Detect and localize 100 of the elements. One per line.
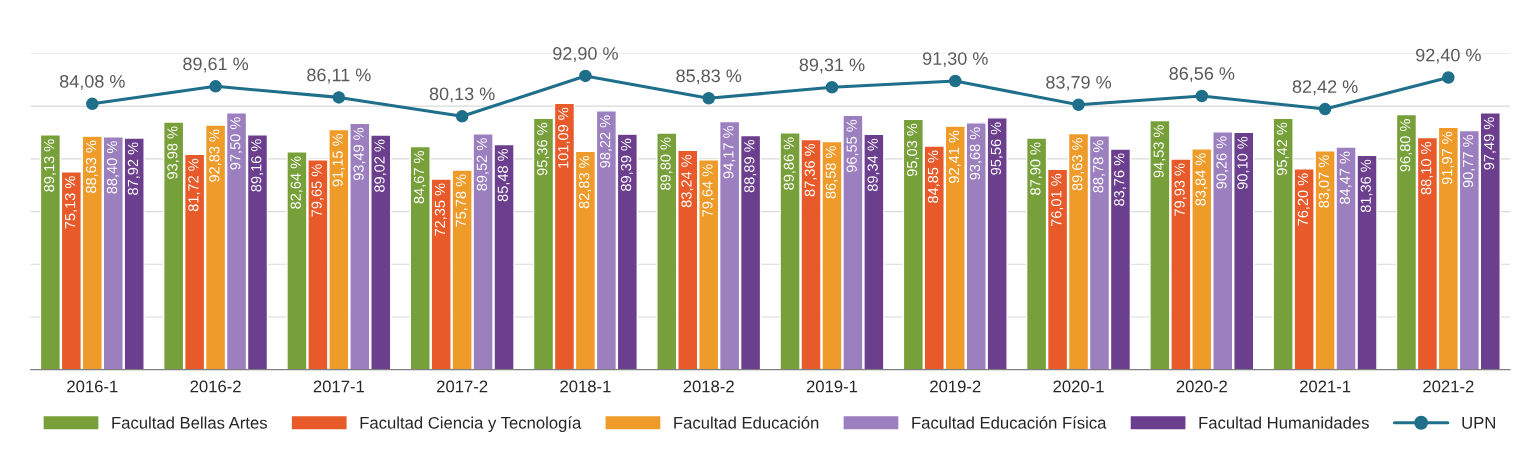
data-label: 84,67 % (413, 151, 426, 204)
data-label: 84,85 % (927, 150, 940, 203)
data-label: 89,31 % (799, 58, 865, 74)
data-label: 88,78 % (1093, 140, 1106, 193)
data-label: 89,02 % (374, 139, 387, 192)
data-label: 89,80 % (660, 137, 673, 190)
data-label: 75,13 % (64, 176, 77, 229)
data-label: 87,92 % (127, 142, 140, 195)
data-label: 84,47 % (1339, 151, 1352, 204)
point (1072, 98, 1085, 111)
data-label: 94,53 % (1153, 125, 1166, 178)
legend-label: Facultad Bellas Artes (112, 416, 267, 429)
x-tick-label: 2017-2 (437, 380, 488, 393)
data-label: 90,77 % (1462, 134, 1475, 188)
data-label: 88,89 % (744, 139, 757, 193)
point (579, 69, 592, 83)
x-tick-label: 2020-1 (1053, 380, 1104, 393)
data-label: 94,17 % (723, 126, 736, 179)
data-label: 76,20 % (1297, 173, 1310, 226)
data-label: 80,13 % (429, 87, 495, 103)
point (825, 81, 839, 94)
data-label: 86,58 % (825, 146, 838, 199)
x-tick-label: 2020-2 (1176, 380, 1227, 393)
point (455, 110, 469, 123)
data-label: 89,39 % (620, 138, 633, 191)
data-label: 96,55 % (846, 119, 859, 173)
point (948, 74, 962, 88)
data-label: 95,36 % (537, 122, 550, 176)
data-label: 89,86 % (783, 137, 796, 190)
x-tick-label: 2018-1 (560, 380, 611, 393)
data-label: 92,40 % (1416, 48, 1481, 64)
data-label: 87,90 % (1030, 142, 1043, 195)
x-tick-label: 2016-1 (67, 380, 118, 393)
data-label: 85,83 % (676, 69, 742, 85)
data-label: 97,50 % (230, 117, 243, 170)
data-label: 89,52 % (476, 138, 489, 191)
data-label: 89,13 % (43, 139, 57, 192)
legend-label: Facultad Educación (674, 416, 819, 429)
x-tick-label: 2016-2 (190, 380, 241, 393)
point (1442, 71, 1455, 84)
data-label: 87,36 % (804, 143, 817, 197)
data-label: 89,61 % (183, 57, 249, 73)
data-label: 83,07 % (1318, 155, 1331, 208)
data-label: 95,42 % (1276, 122, 1289, 176)
data-label: 91,30 % (922, 52, 988, 68)
data-label: 98,22 % (599, 115, 613, 168)
data-label: 76,01 % (1051, 173, 1064, 227)
data-label: 93,98 % (167, 126, 180, 179)
data-label: 86,56 % (1169, 67, 1235, 83)
data-label: 95,56 % (990, 122, 1003, 175)
data-label: 83,24 % (681, 154, 694, 208)
point (209, 80, 222, 93)
x-tick-label: 2017-1 (313, 380, 364, 393)
data-label: 88,63 % (85, 140, 98, 193)
data-label: 92,83 % (209, 129, 222, 182)
data-label: 83,84 % (1195, 153, 1208, 206)
data-label: 88,40 % (106, 141, 119, 194)
data-label: 89,63 % (1072, 137, 1085, 191)
data-label: 88,10 % (1421, 142, 1434, 195)
point (702, 92, 715, 105)
x-tick-label: 2018-2 (683, 380, 734, 393)
data-label: 91,97 % (1441, 131, 1454, 185)
x-tick-label: 2021-1 (1299, 380, 1351, 393)
data-label: 79,64 % (702, 164, 715, 217)
point (1318, 102, 1332, 116)
data-label: 79,93 % (1174, 163, 1187, 216)
data-label: 92,41 % (948, 130, 961, 183)
x-tick-label: 2019-2 (930, 380, 981, 393)
data-label: 83,79 % (1046, 75, 1112, 91)
data-label: 93,68 % (969, 127, 982, 180)
data-label: 83,76 % (1114, 153, 1127, 206)
legend-label: Facultad Educación Física (912, 416, 1107, 429)
data-label: 95,03 % (906, 123, 919, 177)
data-label: 93,49 % (353, 127, 366, 181)
data-label: 72,35 % (434, 183, 447, 236)
data-label: 96,80 % (1400, 119, 1413, 172)
legend-label: Facultad Ciencia y Tecnología (360, 416, 582, 433)
data-label: 91,15 % (332, 133, 345, 187)
data-label: 84,08 % (59, 74, 125, 90)
data-label: 90,10 % (1237, 136, 1250, 190)
legend-label: UPN (1462, 417, 1495, 429)
data-label: 90,26 % (1216, 136, 1229, 189)
x-tick-label: 2021-2 (1423, 380, 1474, 393)
data-label: 97,49 % (1483, 117, 1496, 170)
legend-label: Facultad Humanidades (1199, 416, 1369, 429)
data-label: 86,11 % (307, 68, 371, 84)
point (86, 97, 99, 111)
point (332, 91, 346, 104)
data-label: 92,90 % (553, 47, 618, 62)
data-label: 81,36 % (1360, 159, 1373, 213)
point (1195, 89, 1209, 103)
data-label: 82,42 % (1292, 80, 1358, 96)
x-tick-label: 2019-1 (806, 380, 858, 393)
data-label: 75,78 % (455, 174, 468, 227)
data-label: 79,65 % (311, 164, 324, 217)
data-label: 82,64 % (290, 156, 303, 209)
data-label: 81,72 % (188, 158, 201, 212)
data-label: 89,34 % (867, 138, 880, 192)
data-label: 89,16 % (251, 139, 264, 192)
data-label: 101,09 % (558, 107, 571, 168)
